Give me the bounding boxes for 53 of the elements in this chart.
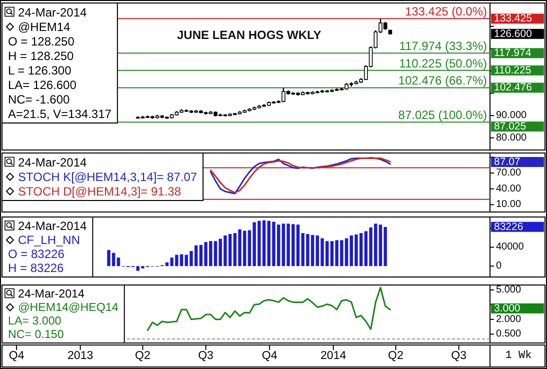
annotation: 24-Mar-2014 — [18, 5, 88, 20]
x-tick-label: Q2 — [135, 350, 150, 362]
y-tick-label: 5.000 — [496, 284, 522, 296]
x-tick-label: 2014 — [320, 350, 347, 362]
annotation: 24-Mar-2014 — [18, 287, 86, 300]
text: 83226 — [494, 220, 524, 233]
annotation: L = 126.300 — [8, 63, 72, 78]
text: 110.225 — [494, 64, 532, 76]
text: 133.425 — [494, 12, 532, 25]
text: 1 Wk — [505, 350, 532, 362]
text: STOCH D[@HEM14,3]= 91.38 — [18, 184, 182, 198]
annotation: LA= 126.600 — [8, 78, 77, 92]
annotation: LA= 3.000 — [8, 314, 62, 328]
ref-line-label: 110.225 (50.0%) — [399, 56, 487, 70]
ref-line-label: 117.974 (33.3%) — [399, 39, 487, 54]
ref-line-label: 87.025 (100.0%) — [398, 108, 487, 122]
annotation: NC= 0.150 — [8, 328, 64, 341]
text: 3.000 — [494, 302, 520, 314]
text: 126.600 — [494, 28, 532, 40]
text: @HEM14 — [18, 20, 71, 34]
y-tick-label: 40000 — [496, 242, 524, 253]
y-tick-label: 0.500 — [496, 328, 522, 340]
text: 102.476 — [494, 82, 532, 94]
y-tick-label: 70.00 — [496, 168, 522, 178]
annotation: O = 83226 — [8, 247, 65, 261]
x-tick-label: Q3 — [198, 350, 214, 362]
y-tick-label: 0 — [496, 260, 502, 272]
y-tick-label: 2.000 — [496, 314, 522, 325]
annotation: NC= -1.600 — [8, 92, 70, 106]
x-tick-label: 2013 — [68, 350, 94, 362]
x-tick-label: Q3 — [451, 350, 466, 362]
annotation: A=21.5, V=134.317 — [8, 106, 112, 121]
text: 117.974 — [494, 47, 532, 60]
x-tick-label: Q2 — [388, 350, 404, 362]
text: 87.025 — [494, 120, 526, 133]
ref-line-label: 133.425 (0.0%) — [404, 4, 487, 19]
annotation: O = 128.250 — [8, 34, 75, 48]
y-tick-label: 10.00 — [496, 199, 522, 210]
x-tick-label: Q4 — [262, 350, 278, 362]
text: @HEM14@HEQ14 — [18, 300, 119, 314]
annotation: 24-Mar-2014 — [18, 155, 88, 170]
annotation: H = 83226 — [8, 261, 64, 275]
annotation: 24-Mar-2014 — [18, 219, 88, 233]
text: JUNE LEAN HOGS WKLY — [177, 28, 322, 42]
text: CF_LH_NN — [18, 233, 80, 247]
y-tick-label: 80.000 — [496, 132, 528, 144]
x-tick-label: Q4 — [8, 350, 25, 362]
text: 87.07 — [494, 156, 520, 168]
series-label: STOCH K[@HEM14,3,14]= 87.07 — [18, 170, 198, 184]
ref-line-label: 102.476 (66.7%) — [398, 74, 487, 88]
annotation: H = 128.250 — [8, 48, 74, 63]
y-tick-label: 90.000 — [496, 110, 528, 122]
y-tick-label: 40.00 — [496, 183, 522, 194]
